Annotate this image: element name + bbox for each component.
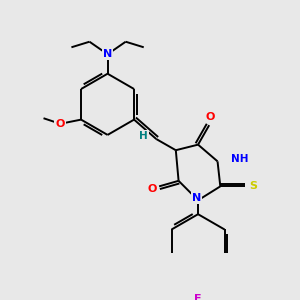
Text: O: O — [148, 184, 157, 194]
Text: S: S — [250, 182, 258, 191]
Text: N: N — [192, 193, 201, 202]
Text: N: N — [103, 49, 112, 59]
Text: NH: NH — [231, 154, 249, 164]
Text: F: F — [194, 294, 202, 300]
Text: H: H — [140, 131, 148, 141]
Text: O: O — [206, 112, 215, 122]
Text: O: O — [56, 119, 65, 129]
